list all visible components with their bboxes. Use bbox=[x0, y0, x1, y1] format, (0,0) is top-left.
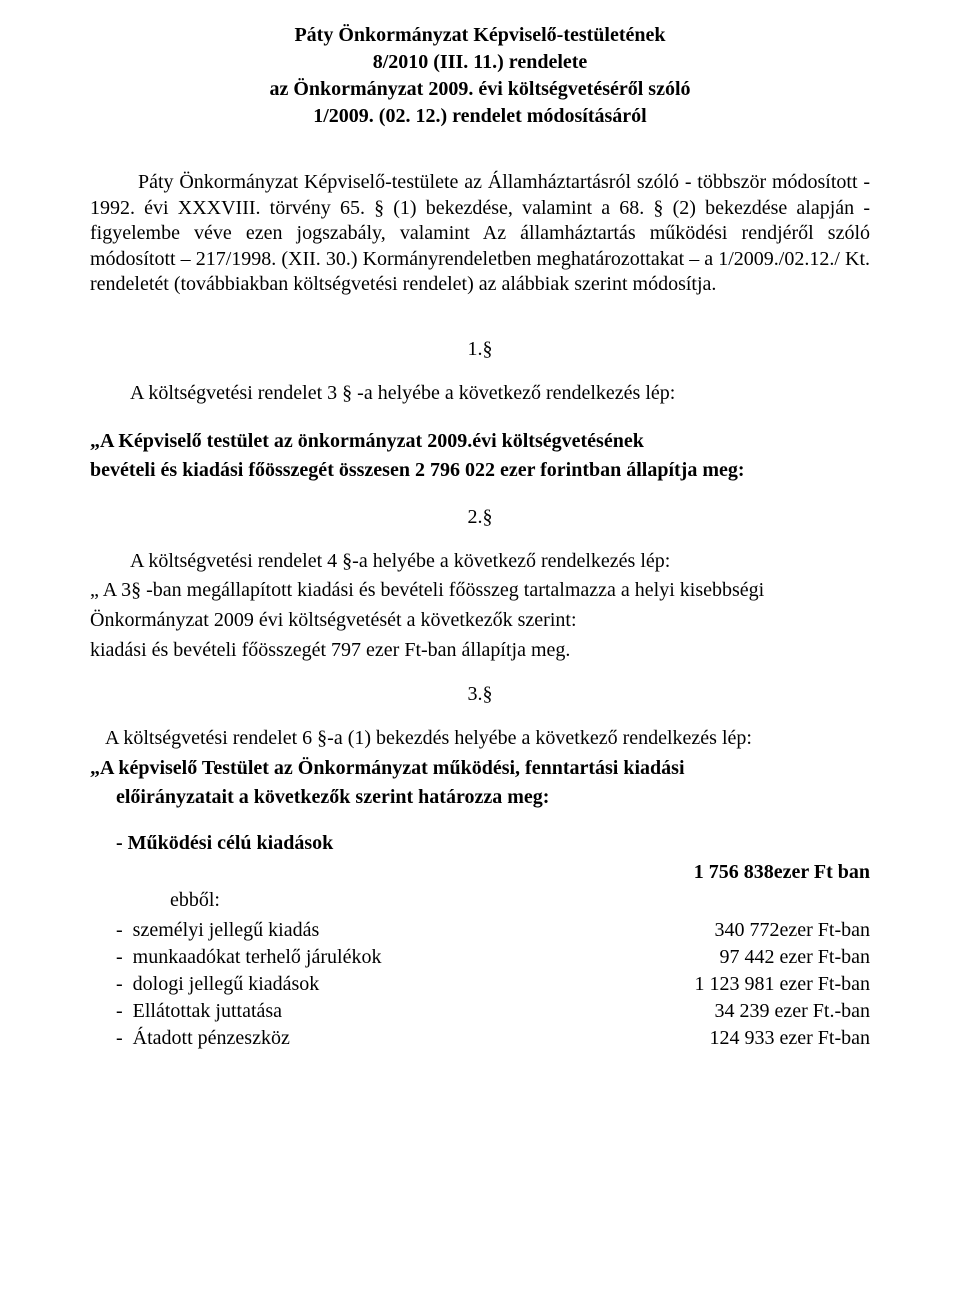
section-1-quote-l2: bevételi és kiadási főösszegét összesen … bbox=[90, 458, 870, 484]
section-3-lead: A költségvetési rendelet 6 §-a (1) bekez… bbox=[105, 727, 752, 749]
section-2-l2: Önkormányzat 2009 évi költségvetését a k… bbox=[90, 608, 870, 634]
item-label: - dologi jellegű kiadások bbox=[116, 971, 319, 997]
list-item: - Ellátottak juttatása 34 239 ezer Ft.-b… bbox=[116, 998, 870, 1024]
section-3-body: A költségvetési rendelet 6 §-a (1) bekez… bbox=[90, 726, 870, 1051]
section-2-body: A költségvetési rendelet 4 §-a helyébe a… bbox=[90, 549, 870, 663]
preamble: Páty Önkormányzat Képviselő-testülete az… bbox=[90, 170, 870, 298]
section-3-q2: előirányzatait a következők szerint hatá… bbox=[90, 785, 870, 811]
list-item: - Átadott pénzeszköz 124 933 ezer Ft-ban bbox=[116, 1025, 870, 1051]
item-value: 340 772ezer Ft-ban bbox=[650, 917, 870, 943]
section-1-lead: A költségvetési rendelet 3 § -a helyébe … bbox=[130, 382, 675, 404]
title-line-3: az Önkormányzat 2009. évi költségvetésér… bbox=[90, 76, 870, 103]
expense-list: - személyi jellegű kiadás 340 772ezer Ft… bbox=[90, 917, 870, 1051]
section-2-number: 2.§ bbox=[90, 506, 870, 529]
item-label: - személyi jellegű kiadás bbox=[116, 917, 319, 943]
item-label: - Ellátottak juttatása bbox=[116, 998, 282, 1024]
ebbol-label: ebből: bbox=[90, 888, 870, 914]
section-1-body: A költségvetési rendelet 3 § -a helyébe … bbox=[90, 381, 870, 484]
section-1-quote-l1: „A Képviselő testület az önkormányzat 20… bbox=[90, 429, 870, 455]
section-3-total-row: 1 756 838ezer Ft ban bbox=[90, 861, 870, 884]
title-line-1: Páty Önkormányzat Képviselő-testületének bbox=[90, 22, 870, 49]
preamble-text: Páty Önkormányzat Képviselő-testülete az… bbox=[90, 171, 870, 295]
list-item: - személyi jellegű kiadás 340 772ezer Ft… bbox=[116, 917, 870, 943]
section-2-lead: A költségvetési rendelet 4 §-a helyébe a… bbox=[130, 550, 670, 572]
item-value: 1 123 981 ezer Ft-ban bbox=[650, 971, 870, 997]
item-label: - Átadott pénzeszköz bbox=[116, 1025, 290, 1051]
title-line-4: 1/2009. (02. 12.) rendelet módosításáról bbox=[90, 103, 870, 130]
section-3-number: 3.§ bbox=[90, 683, 870, 706]
item-label: - munkaadókat terhelő járulékok bbox=[116, 944, 381, 970]
section-1-number: 1.§ bbox=[90, 338, 870, 361]
section-3-total: 1 756 838ezer Ft ban bbox=[694, 861, 870, 884]
title-line-2: 8/2010 (III. 11.) rendelete bbox=[90, 49, 870, 76]
section-3-q1: „A képviselő Testület az Önkormányzat mű… bbox=[90, 756, 870, 782]
item-value: 97 442 ezer Ft-ban bbox=[650, 944, 870, 970]
document-page: Páty Önkormányzat Képviselő-testületének… bbox=[0, 0, 960, 1315]
list-item: - dologi jellegű kiadások 1 123 981 ezer… bbox=[116, 971, 870, 997]
section-2-l3: kiadási és bevételi főösszegét 797 ezer … bbox=[90, 638, 870, 664]
item-value: 124 933 ezer Ft-ban bbox=[650, 1025, 870, 1051]
list-item: - munkaadókat terhelő járulékok 97 442 e… bbox=[116, 944, 870, 970]
section-3-heading: - Működési célú kiadások bbox=[90, 831, 870, 857]
item-value: 34 239 ezer Ft.-ban bbox=[650, 998, 870, 1024]
section-2-l1: „ A 3§ -ban megállapított kiadási és bev… bbox=[90, 578, 870, 604]
document-title: Páty Önkormányzat Képviselő-testületének… bbox=[90, 22, 870, 130]
